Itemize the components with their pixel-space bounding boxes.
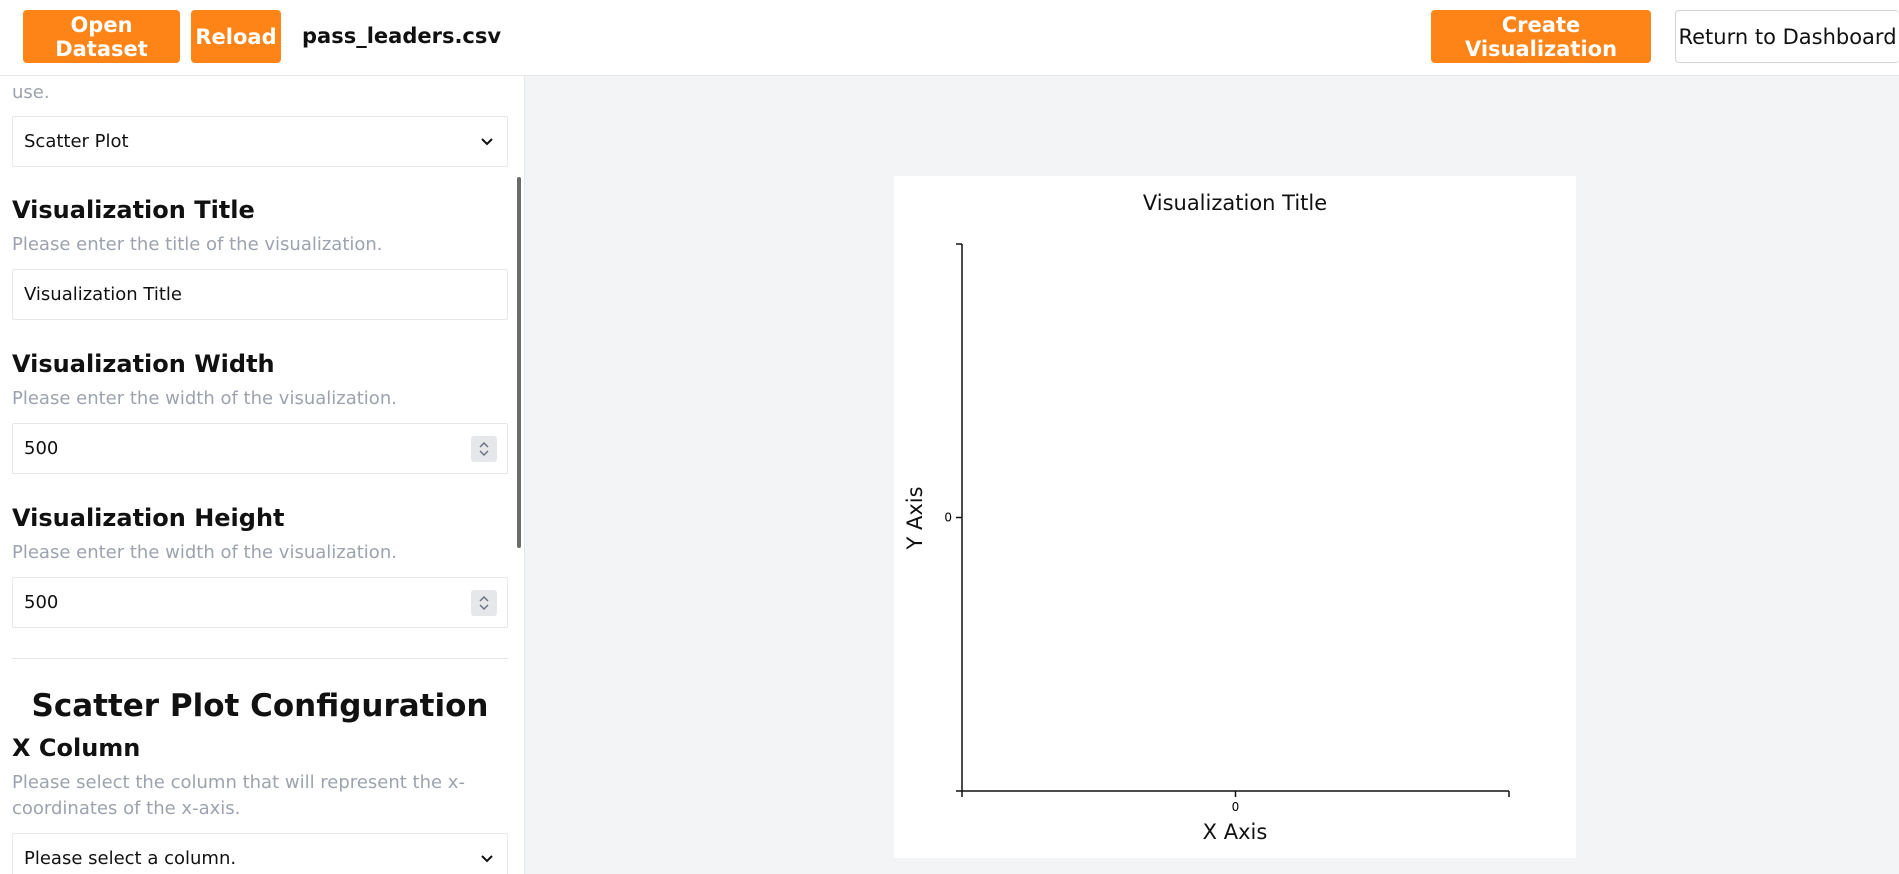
height-input-value: 500 <box>24 592 59 613</box>
scatter-chart: Visualization Title 0 0 X Axis Y Axis <box>903 191 1510 844</box>
height-help-text: Please enter the width of the visualizat… <box>12 542 397 563</box>
chart-preview: Visualization Title 0 0 X Axis Y Axis <box>894 176 1576 858</box>
open-dataset-button[interactable]: Open Dataset <box>23 10 180 63</box>
chevron-down-icon <box>481 138 493 146</box>
return-dashboard-button[interactable]: Return to Dashboard <box>1675 10 1899 63</box>
x-tick-label: 0 <box>1232 800 1240 814</box>
config-sidebar[interactable]: use. Scatter Plot Visualization Title Pl… <box>0 76 525 874</box>
x-column-value: Please select a column. <box>24 848 237 869</box>
title-input[interactable]: Visualization Title <box>12 269 508 320</box>
x-axis-ticks: 0 <box>1232 791 1240 814</box>
chevron-down-icon <box>481 855 493 863</box>
chart-type-value: Scatter Plot <box>24 131 129 152</box>
create-visualization-button[interactable]: Create Visualization <box>1431 10 1651 63</box>
width-label: Visualization Width <box>12 350 275 378</box>
height-input[interactable]: 500 <box>12 577 508 628</box>
y-axis-ticks: 0 <box>944 511 962 525</box>
sidebar-scrollbar[interactable] <box>517 177 521 548</box>
top-toolbar: Open Dataset Reload pass_leaders.csv Cre… <box>0 0 1899 76</box>
config-heading: Scatter Plot Configuration <box>31 688 489 724</box>
title-input-value: Visualization Title <box>24 284 182 305</box>
reload-button[interactable]: Reload <box>191 10 281 63</box>
section-divider <box>12 658 508 659</box>
y-axis-label: Y Axis <box>903 486 927 550</box>
chart-type-help-text: use. <box>12 82 50 103</box>
stepper-arrows-icon <box>479 595 489 611</box>
preview-area: Visualization Title 0 0 X Axis Y Axis <box>525 76 1899 874</box>
chart-title: Visualization Title <box>1143 191 1327 215</box>
x-axis-label: X Axis <box>1203 820 1268 844</box>
width-stepper[interactable] <box>471 436 497 462</box>
width-input-value: 500 <box>24 438 59 459</box>
height-label: Visualization Height <box>12 504 285 532</box>
x-column-help-text: Please select the column that will repre… <box>12 772 465 819</box>
dataset-filename: pass_leaders.csv <box>302 24 502 48</box>
title-help-text: Please enter the title of the visualizat… <box>12 234 383 255</box>
width-input[interactable]: 500 <box>12 423 508 474</box>
title-label: Visualization Title <box>12 196 255 224</box>
x-column-select[interactable]: Please select a column. <box>12 833 508 874</box>
height-stepper[interactable] <box>471 590 497 616</box>
x-column-label: X Column <box>12 734 141 762</box>
chart-type-select[interactable]: Scatter Plot <box>12 116 508 167</box>
y-tick-label: 0 <box>944 511 952 525</box>
stepper-arrows-icon <box>479 441 489 457</box>
width-help-text: Please enter the width of the visualizat… <box>12 388 397 409</box>
